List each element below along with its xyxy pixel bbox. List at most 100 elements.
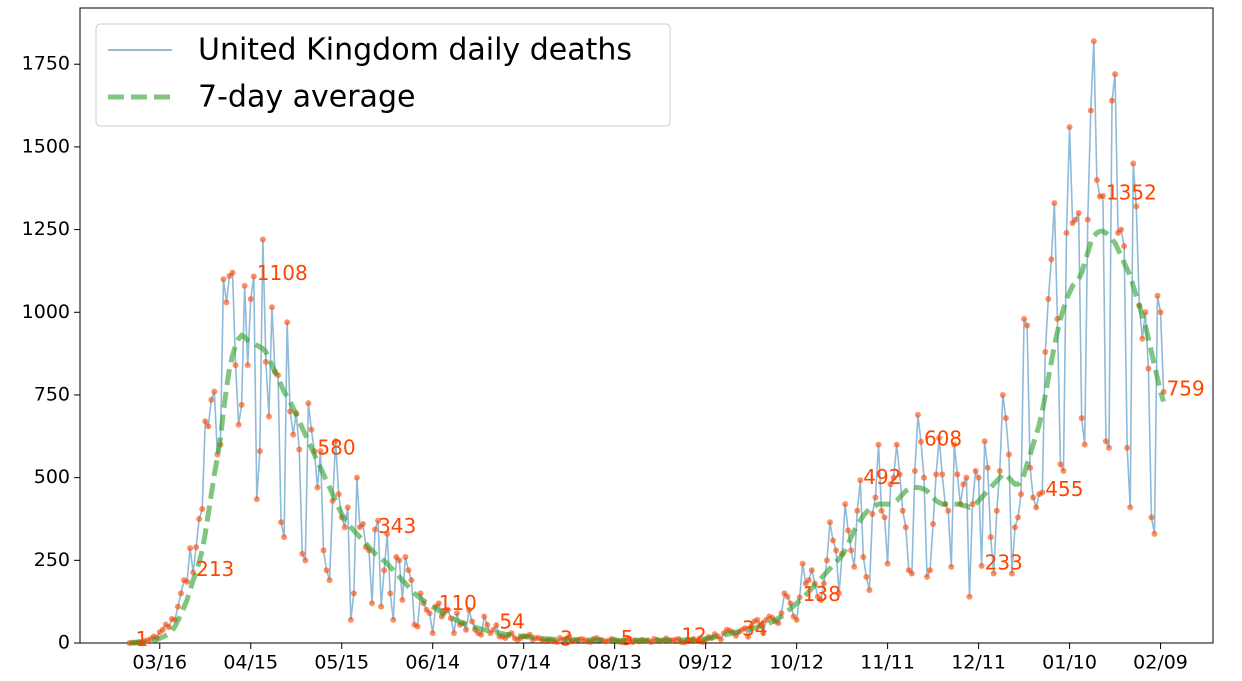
value-label: 759 (1167, 376, 1205, 400)
daily-point (887, 481, 894, 488)
daily-point (299, 550, 306, 557)
y-tick-label: 500 (34, 466, 70, 488)
daily-point (414, 623, 421, 630)
daily-point (320, 547, 327, 554)
value-label: 233 (985, 550, 1023, 574)
daily-point (745, 633, 752, 640)
daily-point (1057, 461, 1064, 468)
x-tick-label: 03/16 (132, 652, 187, 674)
y-tick-label: 250 (34, 549, 70, 571)
daily-point (996, 468, 1003, 475)
x-tick-label: 09/12 (678, 652, 733, 674)
daily-point (1139, 335, 1146, 342)
daily-point (939, 471, 946, 478)
daily-point (911, 468, 918, 475)
daily-point (799, 560, 806, 567)
daily-point (426, 610, 433, 617)
daily-point (490, 626, 497, 633)
daily-point (833, 547, 840, 554)
x-tick-label: 11/11 (860, 652, 915, 674)
daily-point (268, 304, 275, 311)
daily-point (978, 562, 985, 569)
daily-point (760, 630, 767, 637)
legend-box (95, 23, 671, 127)
daily-point (1157, 309, 1164, 316)
daily-point (1072, 216, 1079, 223)
daily-point (784, 593, 791, 600)
daily-point (290, 431, 297, 438)
value-label: 455 (1045, 477, 1083, 501)
daily-point (484, 621, 491, 628)
daily-point (1030, 494, 1037, 501)
daily-point (220, 276, 227, 283)
daily-point (860, 554, 867, 561)
daily-point (235, 421, 242, 428)
legend-label: 7-day average (198, 80, 415, 115)
daily-point (899, 507, 906, 514)
daily-point (1118, 226, 1125, 233)
daily-point (384, 530, 391, 537)
daily-point (1105, 444, 1112, 451)
daily-point (481, 613, 488, 620)
daily-point (963, 474, 970, 481)
daily-point (444, 606, 451, 613)
daily-point (284, 319, 291, 326)
daily-point (881, 514, 888, 521)
daily-point (396, 557, 403, 564)
daily-point (323, 567, 330, 574)
daily-point (826, 519, 833, 526)
x-tick-label: 01/10 (1042, 652, 1097, 674)
value-label: 1 (135, 627, 148, 651)
daily-point (1124, 444, 1131, 451)
average-line (129, 228, 1166, 646)
daily-point (350, 590, 357, 597)
daily-point (1154, 292, 1161, 299)
daily-point (1121, 243, 1128, 250)
daily-point (742, 625, 749, 632)
daily-point (908, 570, 915, 577)
daily-point (1002, 415, 1009, 422)
daily-point (174, 603, 181, 610)
value-label: 492 (863, 465, 901, 489)
daily-point (302, 557, 309, 564)
daily-point (326, 577, 333, 584)
daily-point (717, 636, 724, 643)
daily-point (305, 400, 312, 407)
daily-point (196, 515, 203, 522)
daily-point (854, 507, 861, 514)
daily-point (981, 438, 988, 445)
daily-point (1066, 124, 1073, 131)
daily-point (478, 631, 485, 638)
daily-point (308, 426, 315, 433)
daily-point (845, 527, 852, 534)
daily-point (259, 236, 266, 243)
daily-point (1127, 504, 1134, 511)
legend-label: United Kingdom daily deaths (198, 33, 632, 68)
daily-point (281, 534, 288, 541)
x-tick-label: 04/15 (223, 652, 278, 674)
daily-point (1081, 441, 1088, 448)
daily-point (159, 626, 166, 633)
value-label: 213 (196, 557, 234, 581)
daily-point (353, 474, 360, 481)
daily-point (359, 520, 366, 527)
daily-point (402, 554, 409, 561)
value-label: 1352 (1106, 180, 1157, 204)
daily-point (842, 501, 849, 508)
x-tick-label: 02/09 (1133, 652, 1188, 674)
daily-point (1151, 530, 1158, 537)
daily-point (875, 441, 882, 448)
daily-point (1005, 451, 1012, 458)
daily-point (335, 491, 342, 498)
value-label: 110 (439, 591, 477, 615)
daily-point (347, 616, 354, 623)
daily-point (177, 590, 184, 597)
x-tick-label: 12/11 (951, 652, 1006, 674)
daily-point (993, 507, 1000, 514)
daily-point (951, 441, 958, 448)
daily-point (1011, 524, 1018, 531)
daily-point (930, 520, 937, 527)
daily-point (893, 441, 900, 448)
